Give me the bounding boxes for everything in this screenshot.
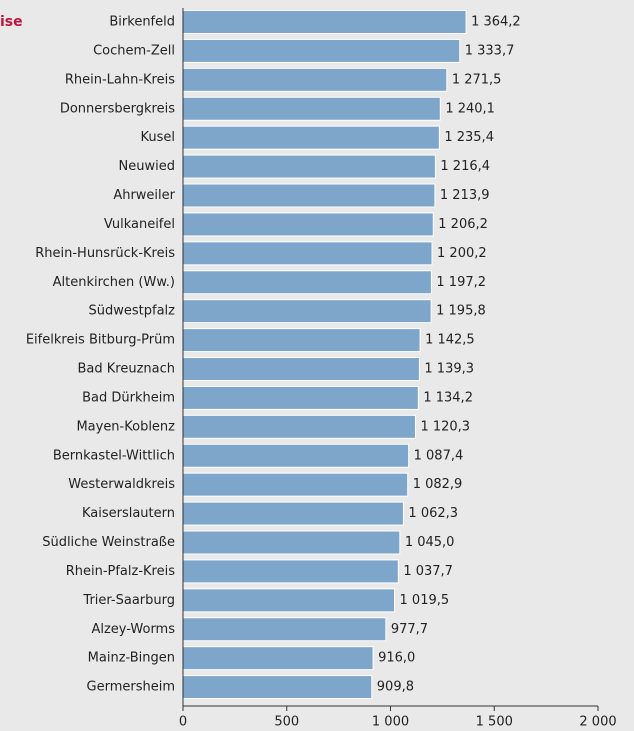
y-tick-label: Südliche Weinstraße (42, 535, 175, 550)
y-tick-label: Ahrweiler (113, 188, 175, 203)
value-label: 1 045,0 (405, 535, 455, 550)
value-label: 1 019,5 (400, 593, 450, 608)
value-label: 1 364,2 (471, 15, 521, 30)
bar (182, 559, 399, 584)
y-tick-label: Mainz-Bingen (88, 651, 175, 666)
value-label: 1 139,3 (424, 362, 474, 377)
bar (182, 154, 436, 179)
bar (182, 328, 421, 353)
value-label: 1 087,4 (414, 448, 464, 463)
y-tick-label: Bad Kreuznach (77, 362, 175, 377)
y-tick-label: Neuwied (119, 159, 175, 174)
x-tick-label: 500 (274, 715, 299, 730)
value-label: 1 082,9 (413, 477, 463, 492)
bar (182, 125, 440, 150)
value-label: 1 271,5 (452, 72, 502, 87)
bar (182, 96, 441, 121)
y-tick-label: Vulkaneifel (104, 217, 175, 232)
y-tick-label: Donnersbergkreis (60, 101, 175, 116)
bar (182, 414, 416, 439)
y-tick-label: Mayen-Koblenz (76, 419, 175, 434)
value-label: 1 206,2 (438, 217, 488, 232)
y-tick-label: Germersheim (87, 680, 175, 695)
value-label: 1 142,5 (425, 333, 475, 348)
bar (182, 443, 410, 468)
chart-title: ise (0, 14, 23, 30)
value-label: 1 195,8 (436, 304, 486, 319)
value-label: 909,8 (377, 680, 414, 695)
value-label: 1 216,4 (440, 159, 490, 174)
bar (182, 67, 448, 92)
y-tick-label: Bad Dürkheim (82, 390, 175, 405)
bar (182, 270, 432, 295)
value-label: 1 240,1 (445, 101, 495, 116)
bar (182, 38, 461, 63)
x-tick-label: 0 (179, 715, 187, 730)
y-tick-label: Kusel (141, 130, 176, 145)
y-tick-label: Eifelkreis Bitburg-Prüm (26, 333, 175, 348)
bar (182, 501, 404, 526)
bar (182, 588, 396, 613)
bar (182, 530, 401, 555)
y-tick-label: Trier-Saarburg (82, 593, 175, 608)
y-tick-label: Rhein-Pfalz-Kreis (66, 564, 176, 579)
bar (182, 183, 436, 208)
value-label: 916,0 (378, 651, 415, 666)
value-label: 1 037,7 (403, 564, 453, 579)
x-tick-label: 1 500 (476, 715, 513, 730)
bar (182, 357, 420, 381)
value-label: 1 197,2 (436, 275, 486, 290)
bar (182, 385, 419, 410)
value-label: 1 120,3 (420, 419, 470, 434)
bar (182, 212, 434, 237)
value-label: 1 134,2 (423, 390, 473, 405)
y-tick-label: Westerwaldkreis (68, 477, 175, 492)
bar (182, 675, 373, 700)
bar (182, 10, 467, 34)
y-tick-label: Südwestpfalz (89, 304, 176, 319)
y-tick-label: Rhein-Hunsrück-Kreis (35, 246, 175, 261)
y-tick-label: Bernkastel-Wittlich (53, 448, 175, 463)
value-label: 977,7 (391, 622, 428, 637)
value-label: 1 213,9 (440, 188, 490, 203)
bar (182, 299, 432, 324)
y-tick-label: Rhein-Lahn-Kreis (65, 72, 175, 87)
value-label: 1 235,4 (444, 130, 494, 145)
y-tick-label: Altenkirchen (Ww.) (53, 275, 175, 290)
value-label: 1 200,2 (437, 246, 487, 261)
y-tick-label: Birkenfeld (109, 15, 175, 30)
bar (182, 646, 374, 671)
x-tick-label: 1 000 (372, 715, 409, 730)
value-label: 1 062,3 (408, 506, 458, 521)
y-tick-label: Cochem-Zell (93, 43, 175, 58)
bar (182, 241, 433, 266)
bar (182, 617, 387, 642)
value-label: 1 333,7 (465, 43, 515, 58)
y-tick-label: Alzey-Worms (91, 622, 175, 637)
y-tick-label: Kaiserslautern (82, 506, 175, 521)
x-tick-label: 2 000 (579, 715, 616, 730)
bar (182, 472, 409, 497)
